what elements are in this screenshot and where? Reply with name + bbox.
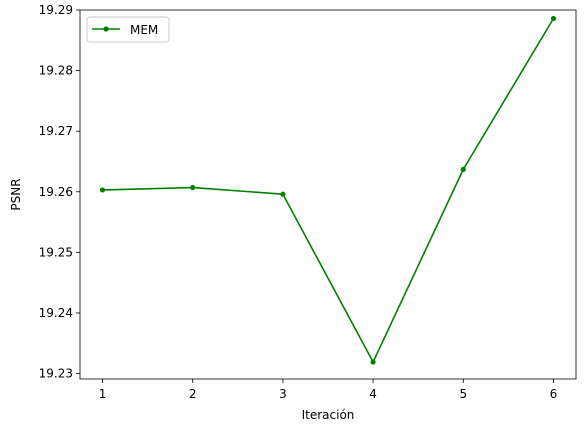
x-axis-label: Iteración [302, 408, 355, 422]
y-tick-label-4: 19.27 [39, 124, 73, 138]
y-axis: 19.23 19.24 19.25 19.26 19.27 19.28 19.29 [39, 3, 80, 381]
y-axis-label: PSNR [9, 178, 23, 210]
y-tick-label-2: 19.25 [39, 245, 73, 259]
x-axis: 1 2 3 4 5 6 [99, 379, 558, 401]
data-point-0-2 [280, 191, 286, 197]
legend-label-mem: MEM [130, 23, 158, 37]
legend-marker-mem [103, 26, 109, 32]
y-tick-label-0: 19.23 [39, 367, 73, 381]
data-point-0-3 [370, 359, 376, 365]
x-tick-label-4: 5 [459, 387, 467, 401]
data-point-0-0 [99, 187, 106, 193]
series-line-0 [102, 18, 555, 363]
x-tick-label-5: 6 [550, 387, 558, 401]
y-tick-label-6: 19.29 [39, 3, 73, 17]
legend-box [86, 16, 170, 43]
y-tick-label-3: 19.26 [39, 185, 73, 199]
x-tick-label-3: 4 [369, 387, 377, 401]
data-point-0-4 [460, 166, 466, 172]
x-tick-label-2: 3 [279, 387, 287, 401]
x-tick-label-0: 1 [99, 387, 107, 401]
series-layer [99, 15, 557, 365]
legend: MEM [86, 16, 170, 43]
y-tick-label-5: 19.28 [39, 64, 73, 78]
data-point-0-1 [190, 184, 196, 191]
plot-area [79, 9, 577, 380]
data-point-0-5 [550, 15, 557, 22]
y-tick-label-1: 19.24 [39, 306, 73, 320]
x-tick-label-1: 2 [189, 387, 197, 401]
